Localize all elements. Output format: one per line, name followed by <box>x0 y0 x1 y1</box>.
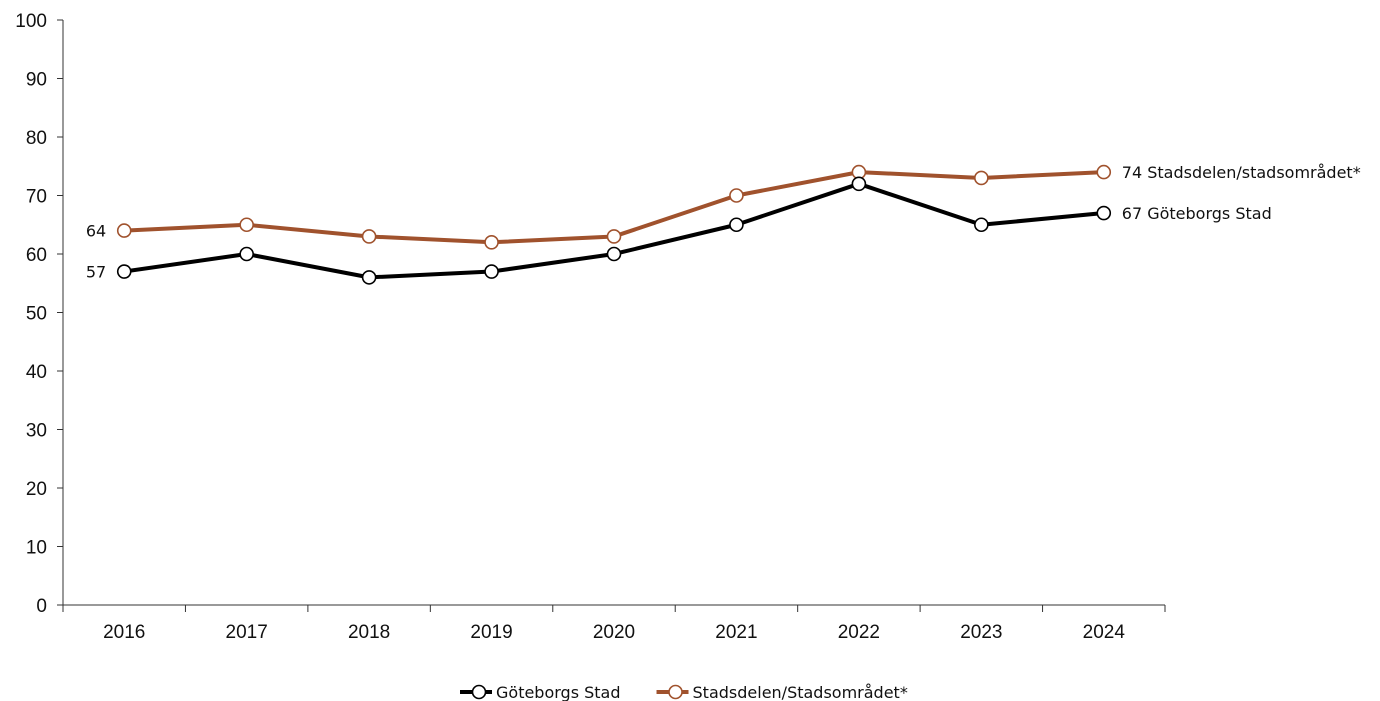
x-tick-label: 2022 <box>838 622 880 643</box>
end-data-label: 74 Stadsdelen/stadsområdet* <box>1122 163 1361 182</box>
data-point <box>974 217 989 233</box>
x-tick-label: 2019 <box>470 622 512 643</box>
start-data-label: 64 <box>86 222 106 241</box>
y-tick-label: 10 <box>26 538 47 559</box>
legend-swatch-marker <box>471 684 487 700</box>
y-tick-label: 60 <box>26 245 47 266</box>
legend-entry-label: Stadsdelen/Stadsområdet* <box>693 683 908 701</box>
data-point <box>361 229 377 244</box>
y-tick-label: 30 <box>26 421 47 442</box>
data-point <box>729 188 744 203</box>
legend-swatch-marker <box>668 684 683 700</box>
data-point <box>606 229 622 244</box>
data-point <box>116 264 132 279</box>
data-point <box>729 217 744 233</box>
y-tick-label: 100 <box>15 11 47 32</box>
start-data-label: 57 <box>86 263 106 282</box>
y-tick-label: 50 <box>26 304 47 325</box>
data-point <box>239 217 254 233</box>
y-tick-label: 80 <box>26 128 47 149</box>
data-point <box>484 235 499 250</box>
data-point <box>606 246 622 262</box>
x-tick-label: 2018 <box>348 622 390 643</box>
data-point <box>361 270 377 285</box>
y-tick-label: 40 <box>26 362 47 383</box>
data-point <box>851 176 867 192</box>
axes: 0 10 20 30 40 50 60 70 80 90 100 2016 2017 2018 2019 20… <box>15 11 1166 643</box>
x-tick-label: 2024 <box>1083 622 1126 643</box>
x-tick-label: 2023 <box>960 622 1002 643</box>
y-tick-label: 70 <box>26 187 47 208</box>
data-point <box>1096 164 1112 180</box>
data-labels: 57 67 Göteborgs Stad 64 74 Stadsdelen/stads… <box>86 163 1361 281</box>
data-point <box>484 264 499 279</box>
end-data-label: 67 Göteborgs Stad <box>1122 204 1272 223</box>
data-point <box>1096 205 1112 221</box>
series-layer <box>116 164 1112 285</box>
x-tick-label: 2020 <box>593 622 635 643</box>
y-tick-label: 0 <box>36 596 47 617</box>
data-point <box>974 170 989 186</box>
y-tick-label: 20 <box>26 479 47 500</box>
data-point <box>116 223 132 238</box>
y-tick-label: 90 <box>26 70 47 91</box>
legend-entry-label: Göteborgs Stad <box>496 683 621 701</box>
x-tick-label: 2017 <box>226 622 268 643</box>
data-point <box>239 246 254 262</box>
x-tick-label: 2021 <box>715 622 757 643</box>
x-tick-label: 2016 <box>103 622 145 643</box>
legend: Göteborgs Stad Stadsdelen/Stadsområdet* <box>460 683 908 701</box>
